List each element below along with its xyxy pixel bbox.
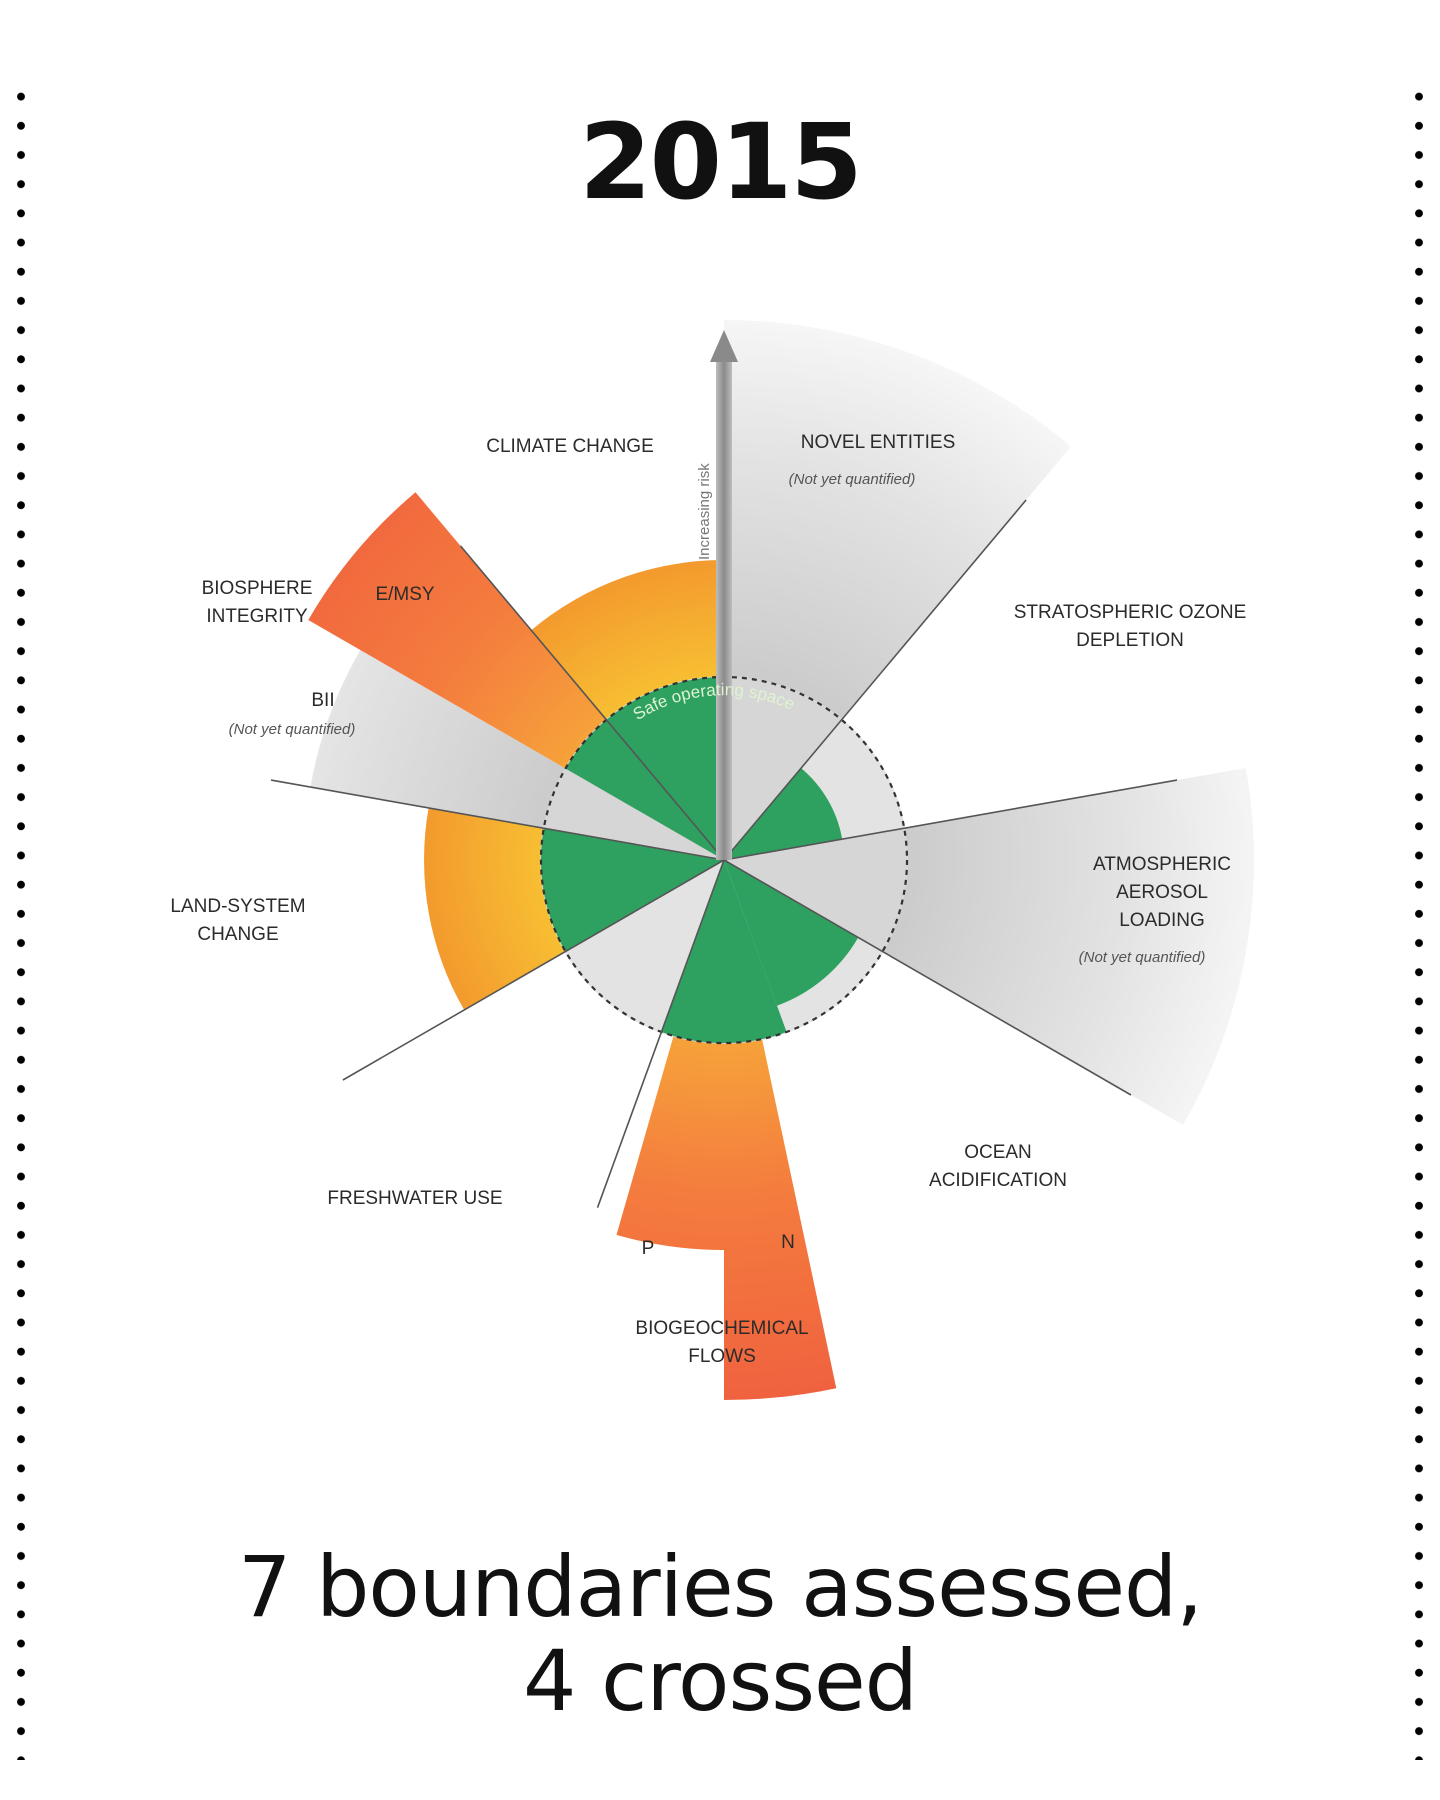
emsy-safe-wedge (565, 719, 724, 860)
sector-divider-line (723, 859, 1132, 1096)
aerosol-label-line3: LOADING (1119, 910, 1205, 931)
climate-change-label: CLIMATE CHANGE (486, 436, 654, 457)
ocean-safe-wedge (724, 860, 859, 1006)
ocean-label-line2: ACIDIFICATION (929, 1170, 1067, 1191)
biogeochemical-label-line1: BIOGEOCHEMICAL (635, 1318, 808, 1339)
summary-line-2: 4 crossed (523, 1632, 918, 1730)
biogeochemical-label-line2: FLOWS (688, 1346, 756, 1367)
ocean-label-line1: OCEAN (964, 1142, 1032, 1163)
sector-divider-line (342, 859, 725, 1081)
summary-text: 7 boundaries assessed, 4 crossed (0, 1540, 1440, 1728)
left-dotted-border (16, 82, 26, 1760)
bii-label: BII (311, 690, 334, 711)
nitrogen-label: N (781, 1232, 795, 1253)
freshwater-label: FRESHWATER USE (327, 1188, 502, 1209)
sector-divider-line (459, 545, 725, 861)
sector-divider-line (723, 499, 1027, 861)
emsy-label: E/MSY (375, 584, 434, 605)
land-system-label-line1: LAND-SYSTEM (170, 896, 305, 917)
year-title: 2015 (579, 101, 862, 223)
ozone-label-line1: STRATOSPHERIC OZONE (1014, 602, 1247, 623)
increasing-risk-arrow-head (710, 330, 738, 362)
novel-entities-note: (Not yet quantified) (789, 471, 916, 488)
aerosol-label-line1: ATMOSPHERIC (1093, 854, 1231, 875)
biosphere-label-line2: INTEGRITY (206, 606, 308, 627)
land-system-safe-wedge (541, 828, 724, 952)
ozone-label-line2: DEPLETION (1076, 630, 1184, 651)
land-system-label-line2: CHANGE (197, 924, 278, 945)
sector-dividers (270, 499, 1178, 1208)
aerosol-note: (Not yet quantified) (1079, 949, 1206, 966)
climate-safe-wedge (606, 677, 724, 860)
sector-divider-line (723, 779, 1178, 861)
biogeochemical-safe-wedge (661, 860, 787, 1044)
summary-line-1: 7 boundaries assessed, (237, 1538, 1203, 1636)
bii-note: (Not yet quantified) (229, 721, 356, 738)
biosphere-label-line1: BIOSPHERE (202, 578, 313, 599)
ozone-safe-wedge (724, 768, 843, 860)
novel-entities-label: NOVEL ENTITIES (801, 432, 956, 453)
sector-divider-line (596, 859, 725, 1208)
increasing-risk-arrow-shaft (716, 360, 732, 860)
increasing-risk-label: Increasing risk (696, 463, 713, 560)
aerosol-label-line2: AEROSOL (1116, 882, 1208, 903)
right-dotted-border (1414, 82, 1424, 1760)
safe-zone-wedges (541, 677, 859, 1044)
sector-divider-line (270, 779, 725, 861)
phosphorus-label: P (642, 1238, 655, 1259)
